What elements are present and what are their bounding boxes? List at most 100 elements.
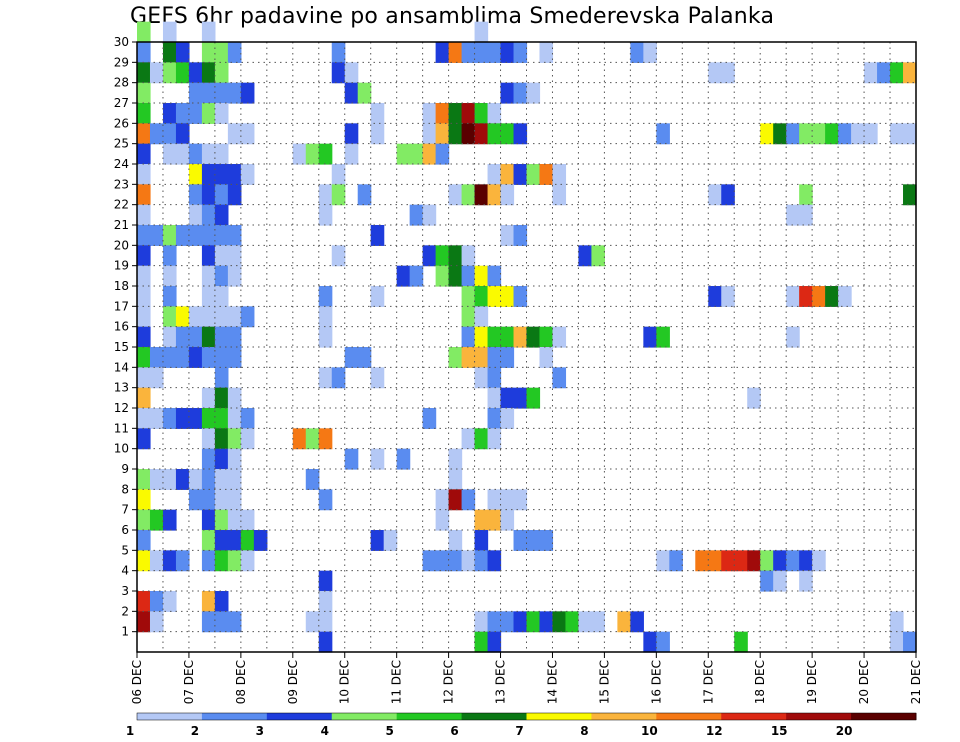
heatmap-cell <box>799 204 813 226</box>
x-tick-label: 11 DEC <box>390 660 404 704</box>
heatmap-cell <box>188 225 203 246</box>
legend-swatch <box>721 713 787 720</box>
heatmap-cell <box>214 428 229 450</box>
heatmap-cell <box>435 245 450 267</box>
heatmap-cell <box>214 591 229 612</box>
heatmap-cell <box>162 591 177 612</box>
heatmap-cell <box>201 408 216 429</box>
heatmap-cell <box>175 123 190 145</box>
heatmap-cell <box>188 143 203 165</box>
y-tick-label: 25 <box>114 137 129 151</box>
heatmap-cell <box>708 184 722 206</box>
heatmap-cell <box>331 184 346 206</box>
x-tick-label: 09 DEC <box>286 660 300 704</box>
heatmap-cell <box>461 265 476 287</box>
heatmap-cell <box>448 103 463 124</box>
x-tick-label: 13 DEC <box>494 660 508 704</box>
heatmap-cell <box>487 123 502 145</box>
heatmap-cell <box>669 550 683 572</box>
x-tick-label: 21 DEC <box>909 660 923 704</box>
y-tick-label: 26 <box>114 116 129 130</box>
heatmap-cell <box>162 347 177 368</box>
heatmap-cell <box>214 143 229 165</box>
heatmap-cell <box>318 184 333 206</box>
heatmap-cell <box>370 367 385 389</box>
heatmap-cell <box>175 550 190 572</box>
heatmap-cell <box>721 62 735 84</box>
heatmap-cell <box>240 123 255 145</box>
heatmap-cell <box>474 103 489 124</box>
heatmap-cell <box>227 469 242 490</box>
heatmap-cell <box>175 347 190 368</box>
heatmap-cell <box>344 347 359 368</box>
y-tick-label: 21 <box>114 218 129 232</box>
heatmap-cell <box>137 347 151 368</box>
heatmap-cell <box>201 387 216 409</box>
heatmap-cell <box>422 103 437 124</box>
heatmap-cell <box>435 42 450 63</box>
heatmap-cell <box>734 550 748 572</box>
x-tick-label: 19 DEC <box>805 660 819 704</box>
heatmap-cell <box>422 123 437 145</box>
heatmap-cell <box>149 550 164 572</box>
y-tick-label: 5 <box>121 543 129 557</box>
heatmap-cell <box>162 123 177 145</box>
heatmap-cell <box>331 245 346 267</box>
heatmap-cell <box>578 245 593 267</box>
heatmap-cell <box>786 286 800 307</box>
heatmap-cell <box>461 123 476 145</box>
heatmap-cell <box>526 82 541 104</box>
heatmap-cell <box>903 123 917 145</box>
heatmap-cell <box>461 489 476 511</box>
heatmap-cell <box>500 82 515 104</box>
heatmap-cell <box>188 62 203 84</box>
heatmap-cell <box>227 123 242 145</box>
y-tick-label: 9 <box>121 462 129 476</box>
heatmap-cell <box>137 530 151 551</box>
x-tick-label: 20 DEC <box>857 660 871 704</box>
heatmap-cell <box>137 326 151 348</box>
heatmap-cell <box>539 326 554 348</box>
heatmap-cell <box>474 306 489 328</box>
heatmap-cell <box>513 123 528 145</box>
heatmap-cell <box>461 550 476 572</box>
heatmap-cell <box>318 367 333 389</box>
heatmap-cell <box>175 469 190 490</box>
heatmap-cell <box>137 591 151 612</box>
heatmap-cell <box>188 469 203 490</box>
heatmap-cell <box>422 143 437 165</box>
heatmap-cell <box>201 611 216 633</box>
heatmap-cell <box>201 82 216 104</box>
heatmap-cell <box>422 245 437 267</box>
heatmap-cell <box>591 611 605 633</box>
heatmap-cell <box>331 62 346 84</box>
heatmap-cell <box>162 265 177 287</box>
heatmap-cell <box>526 387 541 409</box>
heatmap-cell <box>786 204 800 226</box>
heatmap-cell <box>448 469 463 490</box>
heatmap-cell <box>188 184 203 206</box>
heatmap-cell <box>539 611 554 633</box>
heatmap-cell <box>786 550 800 572</box>
heatmap-cell <box>137 164 151 185</box>
heatmap-cell <box>214 184 229 206</box>
heatmap-cell <box>474 265 489 287</box>
heatmap-cell <box>149 611 164 633</box>
heatmap-cell <box>201 62 216 84</box>
heatmap-cell <box>448 245 463 267</box>
heatmap-cell <box>500 184 515 206</box>
legend-label: 10 <box>641 724 658 738</box>
x-tick-label: 15 DEC <box>597 660 611 704</box>
heatmap-cell <box>903 62 917 84</box>
heatmap-cell <box>227 265 242 287</box>
heatmap-cell <box>487 42 502 63</box>
heatmap-cell <box>526 611 541 633</box>
chart-title: GEFS 6hr padavine po ansamblima Smederev… <box>130 4 775 29</box>
heatmap-cell <box>201 204 216 226</box>
heatmap-cell <box>513 489 528 511</box>
heatmap-cell <box>201 42 216 63</box>
heatmap-cell <box>149 347 164 368</box>
heatmap-cells <box>137 21 917 653</box>
heatmap-cell <box>137 42 151 63</box>
legend-label: 20 <box>836 724 853 738</box>
